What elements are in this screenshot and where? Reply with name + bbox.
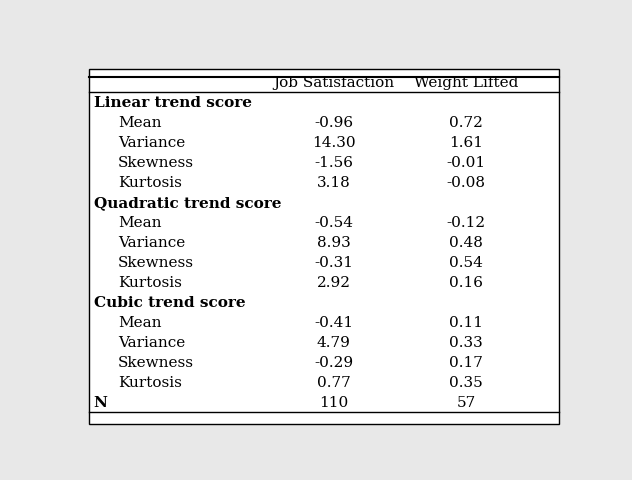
Text: N: N bbox=[94, 396, 107, 410]
Text: 4.79: 4.79 bbox=[317, 336, 351, 350]
Text: Mean: Mean bbox=[118, 316, 162, 330]
Text: 0.35: 0.35 bbox=[449, 376, 483, 390]
Text: 2.92: 2.92 bbox=[317, 276, 351, 290]
Text: -0.12: -0.12 bbox=[446, 216, 485, 230]
Text: 0.48: 0.48 bbox=[449, 236, 483, 250]
Text: -1.56: -1.56 bbox=[314, 156, 353, 170]
Text: 8.93: 8.93 bbox=[317, 236, 351, 250]
Text: Kurtosis: Kurtosis bbox=[118, 176, 182, 190]
Text: Variance: Variance bbox=[118, 336, 185, 350]
Text: Cubic trend score: Cubic trend score bbox=[94, 296, 245, 310]
Text: -0.29: -0.29 bbox=[314, 356, 353, 370]
Text: 0.72: 0.72 bbox=[449, 116, 483, 131]
Text: -0.96: -0.96 bbox=[314, 116, 353, 131]
Text: -0.08: -0.08 bbox=[446, 176, 485, 190]
Text: Mean: Mean bbox=[118, 216, 162, 230]
Text: 110: 110 bbox=[319, 396, 348, 410]
Text: Skewness: Skewness bbox=[118, 356, 194, 370]
Text: 3.18: 3.18 bbox=[317, 176, 351, 190]
Text: Linear trend score: Linear trend score bbox=[94, 96, 252, 110]
Text: -0.54: -0.54 bbox=[314, 216, 353, 230]
Text: Kurtosis: Kurtosis bbox=[118, 276, 182, 290]
Text: Skewness: Skewness bbox=[118, 156, 194, 170]
Text: Kurtosis: Kurtosis bbox=[118, 376, 182, 390]
Text: 0.33: 0.33 bbox=[449, 336, 483, 350]
Text: 1.61: 1.61 bbox=[449, 136, 483, 150]
Text: Weight Lifted: Weight Lifted bbox=[414, 76, 518, 90]
Text: 0.16: 0.16 bbox=[449, 276, 483, 290]
Text: -0.41: -0.41 bbox=[314, 316, 353, 330]
Text: -0.01: -0.01 bbox=[446, 156, 485, 170]
Text: 0.17: 0.17 bbox=[449, 356, 483, 370]
Text: -0.31: -0.31 bbox=[314, 256, 353, 270]
Text: 14.30: 14.30 bbox=[312, 136, 356, 150]
Text: 57: 57 bbox=[456, 396, 475, 410]
Text: Job Satisfaction: Job Satisfaction bbox=[273, 76, 394, 90]
Text: 0.11: 0.11 bbox=[449, 316, 483, 330]
Text: 0.77: 0.77 bbox=[317, 376, 351, 390]
Text: Mean: Mean bbox=[118, 116, 162, 131]
Text: 0.54: 0.54 bbox=[449, 256, 483, 270]
Text: Variance: Variance bbox=[118, 136, 185, 150]
Text: Quadratic trend score: Quadratic trend score bbox=[94, 196, 281, 210]
Text: Variance: Variance bbox=[118, 236, 185, 250]
Text: Skewness: Skewness bbox=[118, 256, 194, 270]
